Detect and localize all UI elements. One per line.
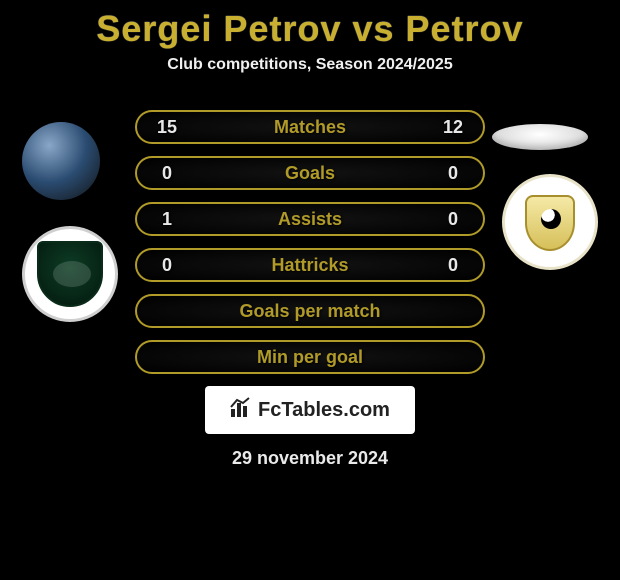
branding-banner: FcTables.com [205, 386, 415, 434]
shield-icon [515, 187, 585, 257]
stat-label: Goals per match [239, 301, 380, 322]
stat-row-goals-per-match: Goals per match [135, 294, 485, 328]
stat-right-value: 0 [439, 209, 467, 230]
stat-left-value: 15 [153, 117, 181, 138]
shield-icon [37, 241, 103, 307]
stat-row-goals: 0 Goals 0 [135, 156, 485, 190]
stat-label: Goals [285, 163, 335, 184]
stat-label: Assists [278, 209, 342, 230]
stat-right-value: 12 [439, 117, 467, 138]
stat-row-assists: 1 Assists 0 [135, 202, 485, 236]
date-label: 29 november 2024 [232, 448, 388, 469]
page-title: Sergei Petrov vs Petrov [96, 8, 523, 50]
stat-label: Hattricks [271, 255, 348, 276]
page-subtitle: Club competitions, Season 2024/2025 [167, 56, 452, 74]
player-avatar-left [22, 122, 100, 200]
stat-label: Min per goal [257, 347, 363, 368]
stats-list: 15 Matches 12 0 Goals 0 1 Assists 0 0 Ha… [135, 110, 485, 374]
chart-icon [230, 397, 252, 423]
stat-left-value: 0 [153, 255, 181, 276]
stat-right-value: 0 [439, 163, 467, 184]
stat-row-min-per-goal: Min per goal [135, 340, 485, 374]
stat-left-value: 0 [153, 163, 181, 184]
stat-left-value: 1 [153, 209, 181, 230]
club-crest-left [22, 226, 118, 322]
club-crest-right [502, 174, 598, 270]
stat-row-matches: 15 Matches 12 [135, 110, 485, 144]
branding-text: FcTables.com [258, 399, 390, 422]
stat-row-hattricks: 0 Hattricks 0 [135, 248, 485, 282]
stat-label: Matches [274, 117, 346, 138]
player-avatar-right [492, 124, 588, 150]
stat-right-value: 0 [439, 255, 467, 276]
